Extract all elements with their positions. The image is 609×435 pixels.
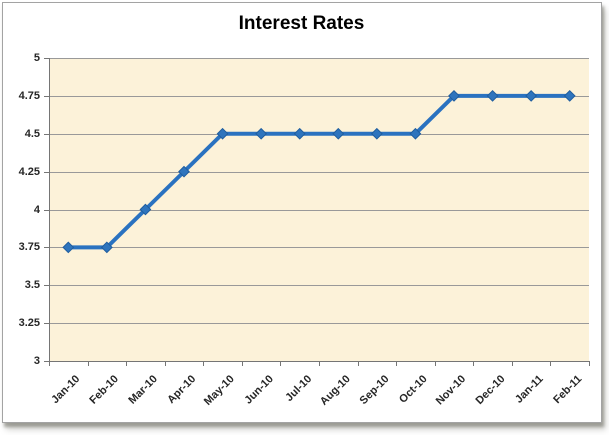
data-point-marker bbox=[62, 241, 75, 254]
data-point-marker bbox=[448, 89, 460, 102]
data-point-marker bbox=[293, 127, 306, 140]
y-axis-label: 4.5 bbox=[24, 127, 40, 140]
data-point-marker bbox=[370, 127, 383, 140]
data-point-marker bbox=[100, 241, 113, 254]
chart-area: Interest Rates 5 4.75 4.5 4.25 4 3.75 3.5 3.25 3… bbox=[3, 3, 600, 420]
y-axis-label: 5 bbox=[33, 52, 40, 64]
series-line bbox=[68, 93, 570, 250]
data-point-marker bbox=[332, 127, 345, 140]
data-point-marker bbox=[409, 127, 422, 140]
y-axis-label: 3.75 bbox=[18, 241, 40, 254]
y-axis-label: 4.25 bbox=[18, 165, 40, 178]
data-point-marker bbox=[255, 127, 268, 140]
y-axis-label: 4.75 bbox=[18, 89, 40, 102]
chart-title: Interest Rates bbox=[238, 13, 365, 34]
y-axis-label: 3.5 bbox=[24, 279, 40, 292]
data-point-marker bbox=[525, 89, 538, 102]
y-axis-label: 3 bbox=[33, 355, 40, 367]
data-point-marker bbox=[563, 89, 576, 102]
data-point-marker bbox=[216, 127, 229, 140]
plot-background bbox=[49, 58, 589, 361]
y-axis-label: 4 bbox=[33, 203, 40, 216]
data-point-marker bbox=[178, 165, 190, 178]
y-axis-label: 3.25 bbox=[18, 317, 40, 330]
data-point-marker bbox=[486, 89, 499, 102]
data-point-marker bbox=[139, 203, 152, 216]
plot-svg bbox=[44, 58, 590, 366]
